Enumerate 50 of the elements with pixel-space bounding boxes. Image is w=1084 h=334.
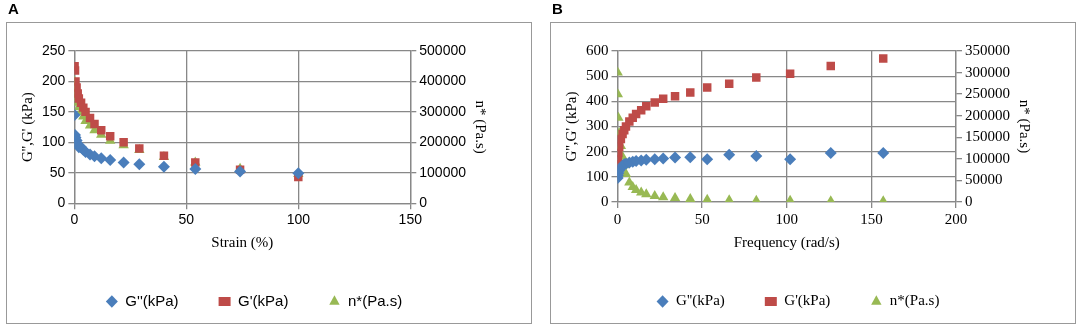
y-tick-label: 600 bbox=[586, 41, 609, 58]
y-tick-label: 200 bbox=[42, 72, 66, 89]
y-axis-title: G'',G' (kPa) bbox=[562, 91, 580, 162]
y2-tick-label: 350000 bbox=[965, 41, 1010, 58]
y2-tick-label: 500000 bbox=[419, 41, 467, 58]
legend-label: n*(Pa.s) bbox=[347, 291, 403, 309]
x-tick-label: 100 bbox=[286, 211, 311, 228]
y-tick-label: 400 bbox=[586, 92, 609, 109]
y2-tick-label: 300000 bbox=[965, 63, 1010, 80]
y2-tick-label: 200000 bbox=[419, 133, 467, 150]
x-tick-label: 0 bbox=[70, 211, 79, 228]
y2-tick-label: 0 bbox=[419, 194, 428, 211]
legend-label: G''(kPa) bbox=[125, 291, 179, 309]
legend-label: G'(kPa) bbox=[238, 291, 289, 309]
y2-tick-label: 150000 bbox=[965, 128, 1010, 145]
y2-tick-label: 300000 bbox=[419, 102, 467, 119]
x-axis-title: Strain (%) bbox=[211, 233, 274, 251]
y2-tick-label: 400000 bbox=[419, 72, 467, 89]
legend-label: G''(kPa) bbox=[676, 292, 725, 310]
y-tick-label: 200 bbox=[586, 142, 609, 159]
y-tick-label: 300 bbox=[586, 117, 609, 134]
y-tick-label: 500 bbox=[586, 67, 609, 84]
y2-tick-label: 0 bbox=[965, 192, 973, 209]
y2-tick-label: 50000 bbox=[965, 171, 1003, 188]
x-axis-title: Frequency (rad/s) bbox=[733, 233, 840, 251]
y2-tick-label: 250000 bbox=[965, 85, 1010, 102]
x-tick-label: 0 bbox=[613, 210, 622, 227]
y2-axis-title: n* (Pa.s) bbox=[472, 100, 490, 154]
x-tick-label: 50 bbox=[694, 210, 710, 227]
y-tick-label: 0 bbox=[601, 192, 609, 209]
x-tick-label: 150 bbox=[398, 211, 423, 228]
y-tick-label: 250 bbox=[42, 41, 66, 58]
y-tick-label: 50 bbox=[49, 163, 66, 180]
y2-tick-label: 100000 bbox=[419, 163, 467, 180]
x-tick-label: 200 bbox=[944, 210, 968, 227]
y2-tick-label: 100000 bbox=[965, 149, 1010, 166]
y-tick-label: 100 bbox=[586, 167, 609, 184]
chart-title: A bbox=[7, 0, 20, 19]
y-tick-label: 150 bbox=[42, 102, 66, 119]
x-tick-label: 100 bbox=[775, 210, 798, 227]
y-tick-label: 0 bbox=[57, 194, 66, 211]
chart-title: B bbox=[551, 0, 564, 19]
y-tick-label: 100 bbox=[42, 133, 66, 150]
legend-label: G'(kPa) bbox=[784, 292, 831, 310]
legend-label: n*(Pa.s) bbox=[889, 292, 940, 310]
x-tick-label: 50 bbox=[178, 211, 195, 228]
y2-tick-label: 200000 bbox=[965, 106, 1010, 123]
y-axis-title: G'',G' (kPa) bbox=[18, 92, 36, 162]
x-tick-label: 150 bbox=[860, 210, 883, 227]
y2-axis-title: n* (Pa.s) bbox=[1016, 99, 1034, 154]
